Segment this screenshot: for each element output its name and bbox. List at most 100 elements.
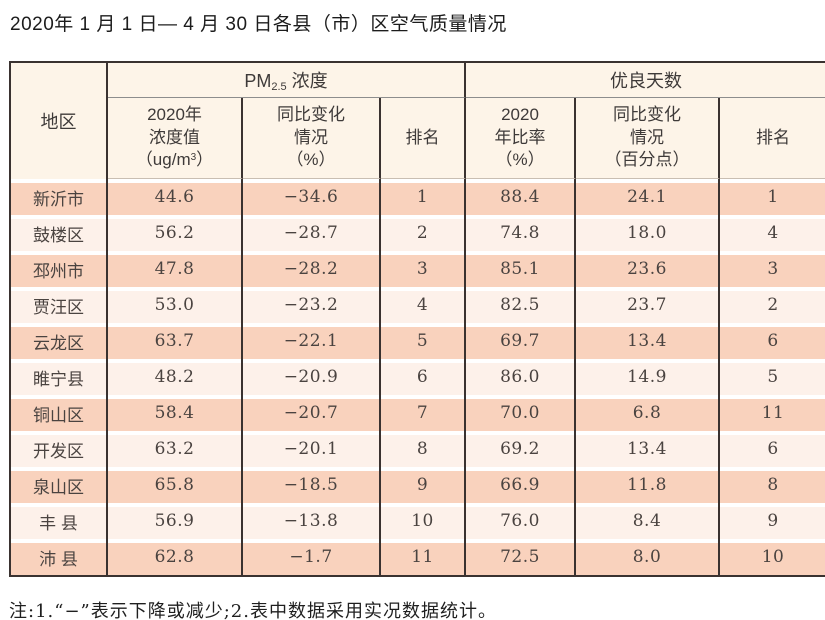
cell-region: 开发区 <box>11 431 108 467</box>
cell-pm-change: −13.8 <box>243 503 381 539</box>
col-header-pm-change: 同比变化 情况 （%） <box>243 98 381 179</box>
cell-good-rate: 88.4 <box>466 179 577 215</box>
cell-good-rate: 66.9 <box>466 467 577 503</box>
pm-change-line1: 同比变化 <box>277 105 345 125</box>
cell-pm-value: 47.8 <box>108 251 243 287</box>
table-row: 云龙区 63.7 −22.1 5 69.7 13.4 6 <box>11 323 825 359</box>
cell-good-rank: 5 <box>720 359 825 395</box>
pm-value-line2: 浓度值 <box>149 127 200 147</box>
cell-good-rank: 9 <box>720 503 825 539</box>
table-row: 铜山区 58.4 −20.7 7 70.0 6.8 11 <box>11 395 825 431</box>
cell-pm-rank: 10 <box>381 503 467 539</box>
cell-good-change: 8.0 <box>576 539 721 575</box>
cell-good-rate: 85.1 <box>466 251 577 287</box>
table-row: 沛 县 62.8 −1.7 11 72.5 8.0 10 <box>11 539 825 575</box>
pm-change-unit: （%） <box>286 150 336 170</box>
cell-pm-rank: 11 <box>381 539 467 575</box>
cell-pm-change: −18.5 <box>243 467 381 503</box>
table-row: 新沂市 44.6 −34.6 1 88.4 24.1 1 <box>11 179 825 215</box>
cell-good-rate: 69.7 <box>466 323 577 359</box>
cell-pm-rank: 2 <box>381 215 467 251</box>
table-row: 贾汪区 53.0 −23.2 4 82.5 23.7 2 <box>11 287 825 323</box>
col-header-region: 地区 <box>11 63 108 179</box>
cell-pm-value: 62.8 <box>108 539 243 575</box>
header-sub-row: 2020年 浓度值 （ug/m3） 同比变化 情况 （%） 排名 2020 年比… <box>11 98 825 179</box>
cell-region: 铜山区 <box>11 395 108 431</box>
cell-pm-rank: 7 <box>381 395 467 431</box>
good-change-line2: 情况 <box>630 127 665 147</box>
cell-pm-value: 48.2 <box>108 359 243 395</box>
pm-unit-sup: 3 <box>190 152 197 164</box>
cell-pm-change: −22.1 <box>243 323 381 359</box>
cell-good-rate: 74.8 <box>466 215 577 251</box>
pm-change-line2: 情况 <box>294 127 328 147</box>
cell-good-rate: 86.0 <box>466 359 577 395</box>
cell-pm-rank: 4 <box>381 287 467 323</box>
cell-pm-change: −28.2 <box>243 251 381 287</box>
table-row: 开发区 63.2 −20.1 8 69.2 13.4 6 <box>11 431 825 467</box>
cell-good-rate: 82.5 <box>466 287 577 323</box>
table-row: 睢宁县 48.2 −20.9 6 86.0 14.9 5 <box>11 359 825 395</box>
cell-pm-value: 56.9 <box>108 503 243 539</box>
good-rate-line2: 年比率 <box>494 127 546 147</box>
col-header-good-rate: 2020 年比率 （%） <box>466 98 577 179</box>
cell-pm-value: 56.2 <box>108 215 243 251</box>
cell-region: 邳州市 <box>11 251 108 287</box>
cell-pm-change: −1.7 <box>243 539 381 575</box>
cell-pm-change: −28.7 <box>243 215 381 251</box>
col-header-good-rank: 排名 <box>720 98 825 179</box>
cell-good-rate: 72.5 <box>466 539 577 575</box>
cell-good-change: 8.4 <box>576 503 721 539</box>
cell-pm-rank: 9 <box>381 467 467 503</box>
good-rate-unit: （%） <box>495 150 545 170</box>
cell-pm-rank: 6 <box>381 359 467 395</box>
col-group-good-days: 优良天数 <box>466 63 825 98</box>
pm25-suffix: 浓度 <box>286 71 328 91</box>
cell-good-rate: 69.2 <box>466 431 577 467</box>
cell-pm-value: 58.4 <box>108 395 243 431</box>
cell-region: 云龙区 <box>11 323 108 359</box>
cell-good-rate: 70.0 <box>466 395 577 431</box>
cell-region: 贾汪区 <box>11 287 108 323</box>
cell-pm-rank: 8 <box>381 431 467 467</box>
cell-good-change: 6.8 <box>576 395 721 431</box>
cell-good-rate: 76.0 <box>466 503 577 539</box>
header-group-row: 地区 PM2.5 浓度 优良天数 <box>11 63 825 179</box>
table-row: 邳州市 47.8 −28.2 3 85.1 23.6 3 <box>11 251 825 287</box>
footnote: 注:1.“−”表示下降或减少;2.表中数据采用实况数据统计。 <box>9 601 497 620</box>
cell-good-rank: 10 <box>720 539 825 575</box>
cell-good-rank: 8 <box>720 467 825 503</box>
pm25-prefix: PM <box>244 71 272 91</box>
pm-value-line1: 2020年 <box>147 105 202 125</box>
cell-pm-change: −20.9 <box>243 359 381 395</box>
table-row: 丰 县 56.9 −13.8 10 76.0 8.4 9 <box>11 503 825 539</box>
col-header-pm-value: 2020年 浓度值 （ug/m3） <box>108 98 243 179</box>
cell-good-change: 23.6 <box>576 251 721 287</box>
cell-good-change: 13.4 <box>576 431 721 467</box>
good-change-unit: （百分点） <box>604 150 690 170</box>
cell-good-rank: 3 <box>720 251 825 287</box>
cell-pm-change: −20.7 <box>243 395 381 431</box>
cell-pm-rank: 3 <box>381 251 467 287</box>
cell-region: 丰 县 <box>11 503 108 539</box>
cell-pm-value: 65.8 <box>108 467 243 503</box>
cell-good-rank: 4 <box>720 215 825 251</box>
cell-region: 沛 县 <box>11 539 108 575</box>
table-row: 鼓楼区 56.2 −28.7 2 74.8 18.0 4 <box>11 215 825 251</box>
cell-good-change: 11.8 <box>576 467 721 503</box>
cell-good-change: 23.7 <box>576 287 721 323</box>
cell-pm-change: −34.6 <box>243 179 381 215</box>
cell-good-rank: 1 <box>720 179 825 215</box>
col-group-pm25: PM2.5 浓度 <box>108 63 467 98</box>
pm-value-unit: （ug/m3） <box>136 150 213 169</box>
cell-region: 睢宁县 <box>11 359 108 395</box>
cell-region: 鼓楼区 <box>11 215 108 251</box>
cell-region: 泉山区 <box>11 467 108 503</box>
cell-pm-rank: 1 <box>381 179 467 215</box>
pm25-subscript: 2.5 <box>271 81 287 93</box>
good-change-line1: 同比变化 <box>613 105 682 125</box>
air-quality-table: 地区 PM2.5 浓度 优良天数 2020年 浓度值 （ug/m3） 同比变化 … <box>9 61 825 577</box>
page-title: 2020年 1 月 1 日— 4 月 30 日各县（市）区空气质量情况 <box>10 14 507 35</box>
cell-good-rank: 6 <box>720 323 825 359</box>
cell-pm-value: 44.6 <box>108 179 243 215</box>
